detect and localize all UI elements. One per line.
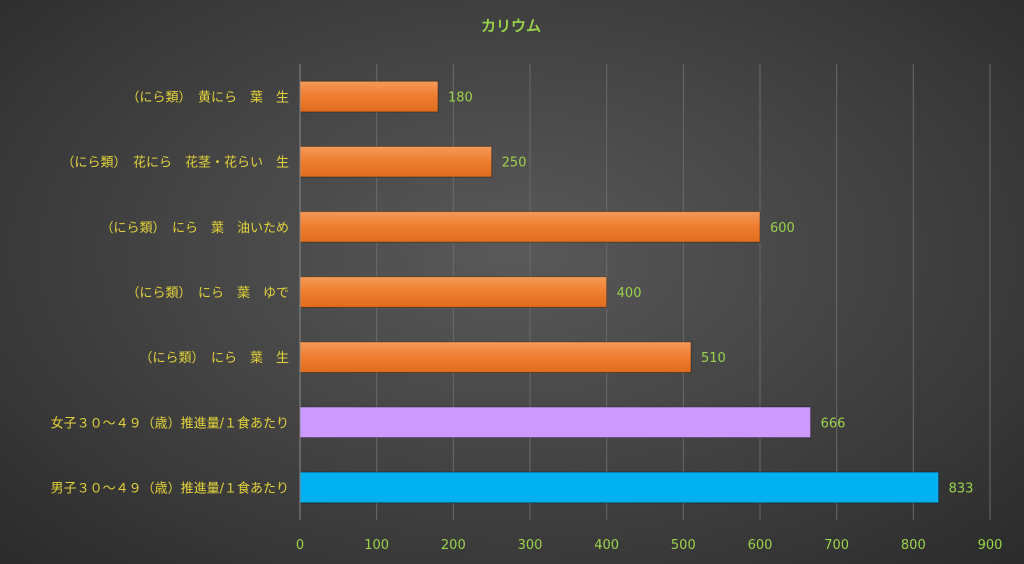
- bar: [299, 211, 761, 243]
- category-label: （にら類） にら 葉 生: [139, 351, 289, 366]
- x-tick-label: 300: [518, 538, 543, 553]
- x-tick-label: 100: [364, 538, 389, 553]
- data-label: 400: [617, 286, 642, 301]
- bar: [299, 471, 940, 504]
- chart-title: カリウム: [481, 17, 541, 35]
- bars: [299, 80, 940, 504]
- data-label: 666: [821, 416, 846, 431]
- bar: [299, 341, 692, 373]
- category-label: （にら類） 黄にら 葉 生: [126, 91, 289, 106]
- bar: [299, 276, 608, 308]
- category-label: 女子３０～４９（歳）推進量/１食あたり: [51, 415, 289, 431]
- bar: [299, 145, 493, 178]
- x-tick-label: 800: [901, 538, 926, 553]
- category-label: 男子３０～４９（歳）推進量/１食あたり: [51, 480, 289, 496]
- bar: [299, 80, 439, 113]
- x-tick-label: 500: [671, 538, 696, 553]
- category-label: （にら類） にら 葉 ゆで: [126, 286, 289, 301]
- x-tick-label: 0: [296, 538, 304, 553]
- data-label: 180: [448, 91, 473, 106]
- labels: 0 100 200 300 400 500 600 700 800 900 （にら類） 黄にら 葉 …: [51, 91, 1003, 553]
- x-tick-label: 600: [748, 538, 773, 553]
- category-label: （にら類） 花にら 花茎・花らい 生: [61, 155, 289, 171]
- data-label: 833: [949, 481, 974, 496]
- x-tick-label: 900: [978, 538, 1003, 553]
- x-tick-label: 400: [594, 538, 619, 553]
- data-label: 510: [701, 351, 726, 366]
- gridlines: [376, 64, 991, 520]
- x-tick-label: 200: [441, 538, 466, 553]
- bar: [299, 406, 812, 439]
- data-label: 600: [770, 221, 795, 236]
- x-tick-label: 700: [824, 538, 849, 553]
- category-label: （にら類） にら 葉 油いため: [100, 221, 289, 236]
- data-label: 250: [502, 156, 527, 171]
